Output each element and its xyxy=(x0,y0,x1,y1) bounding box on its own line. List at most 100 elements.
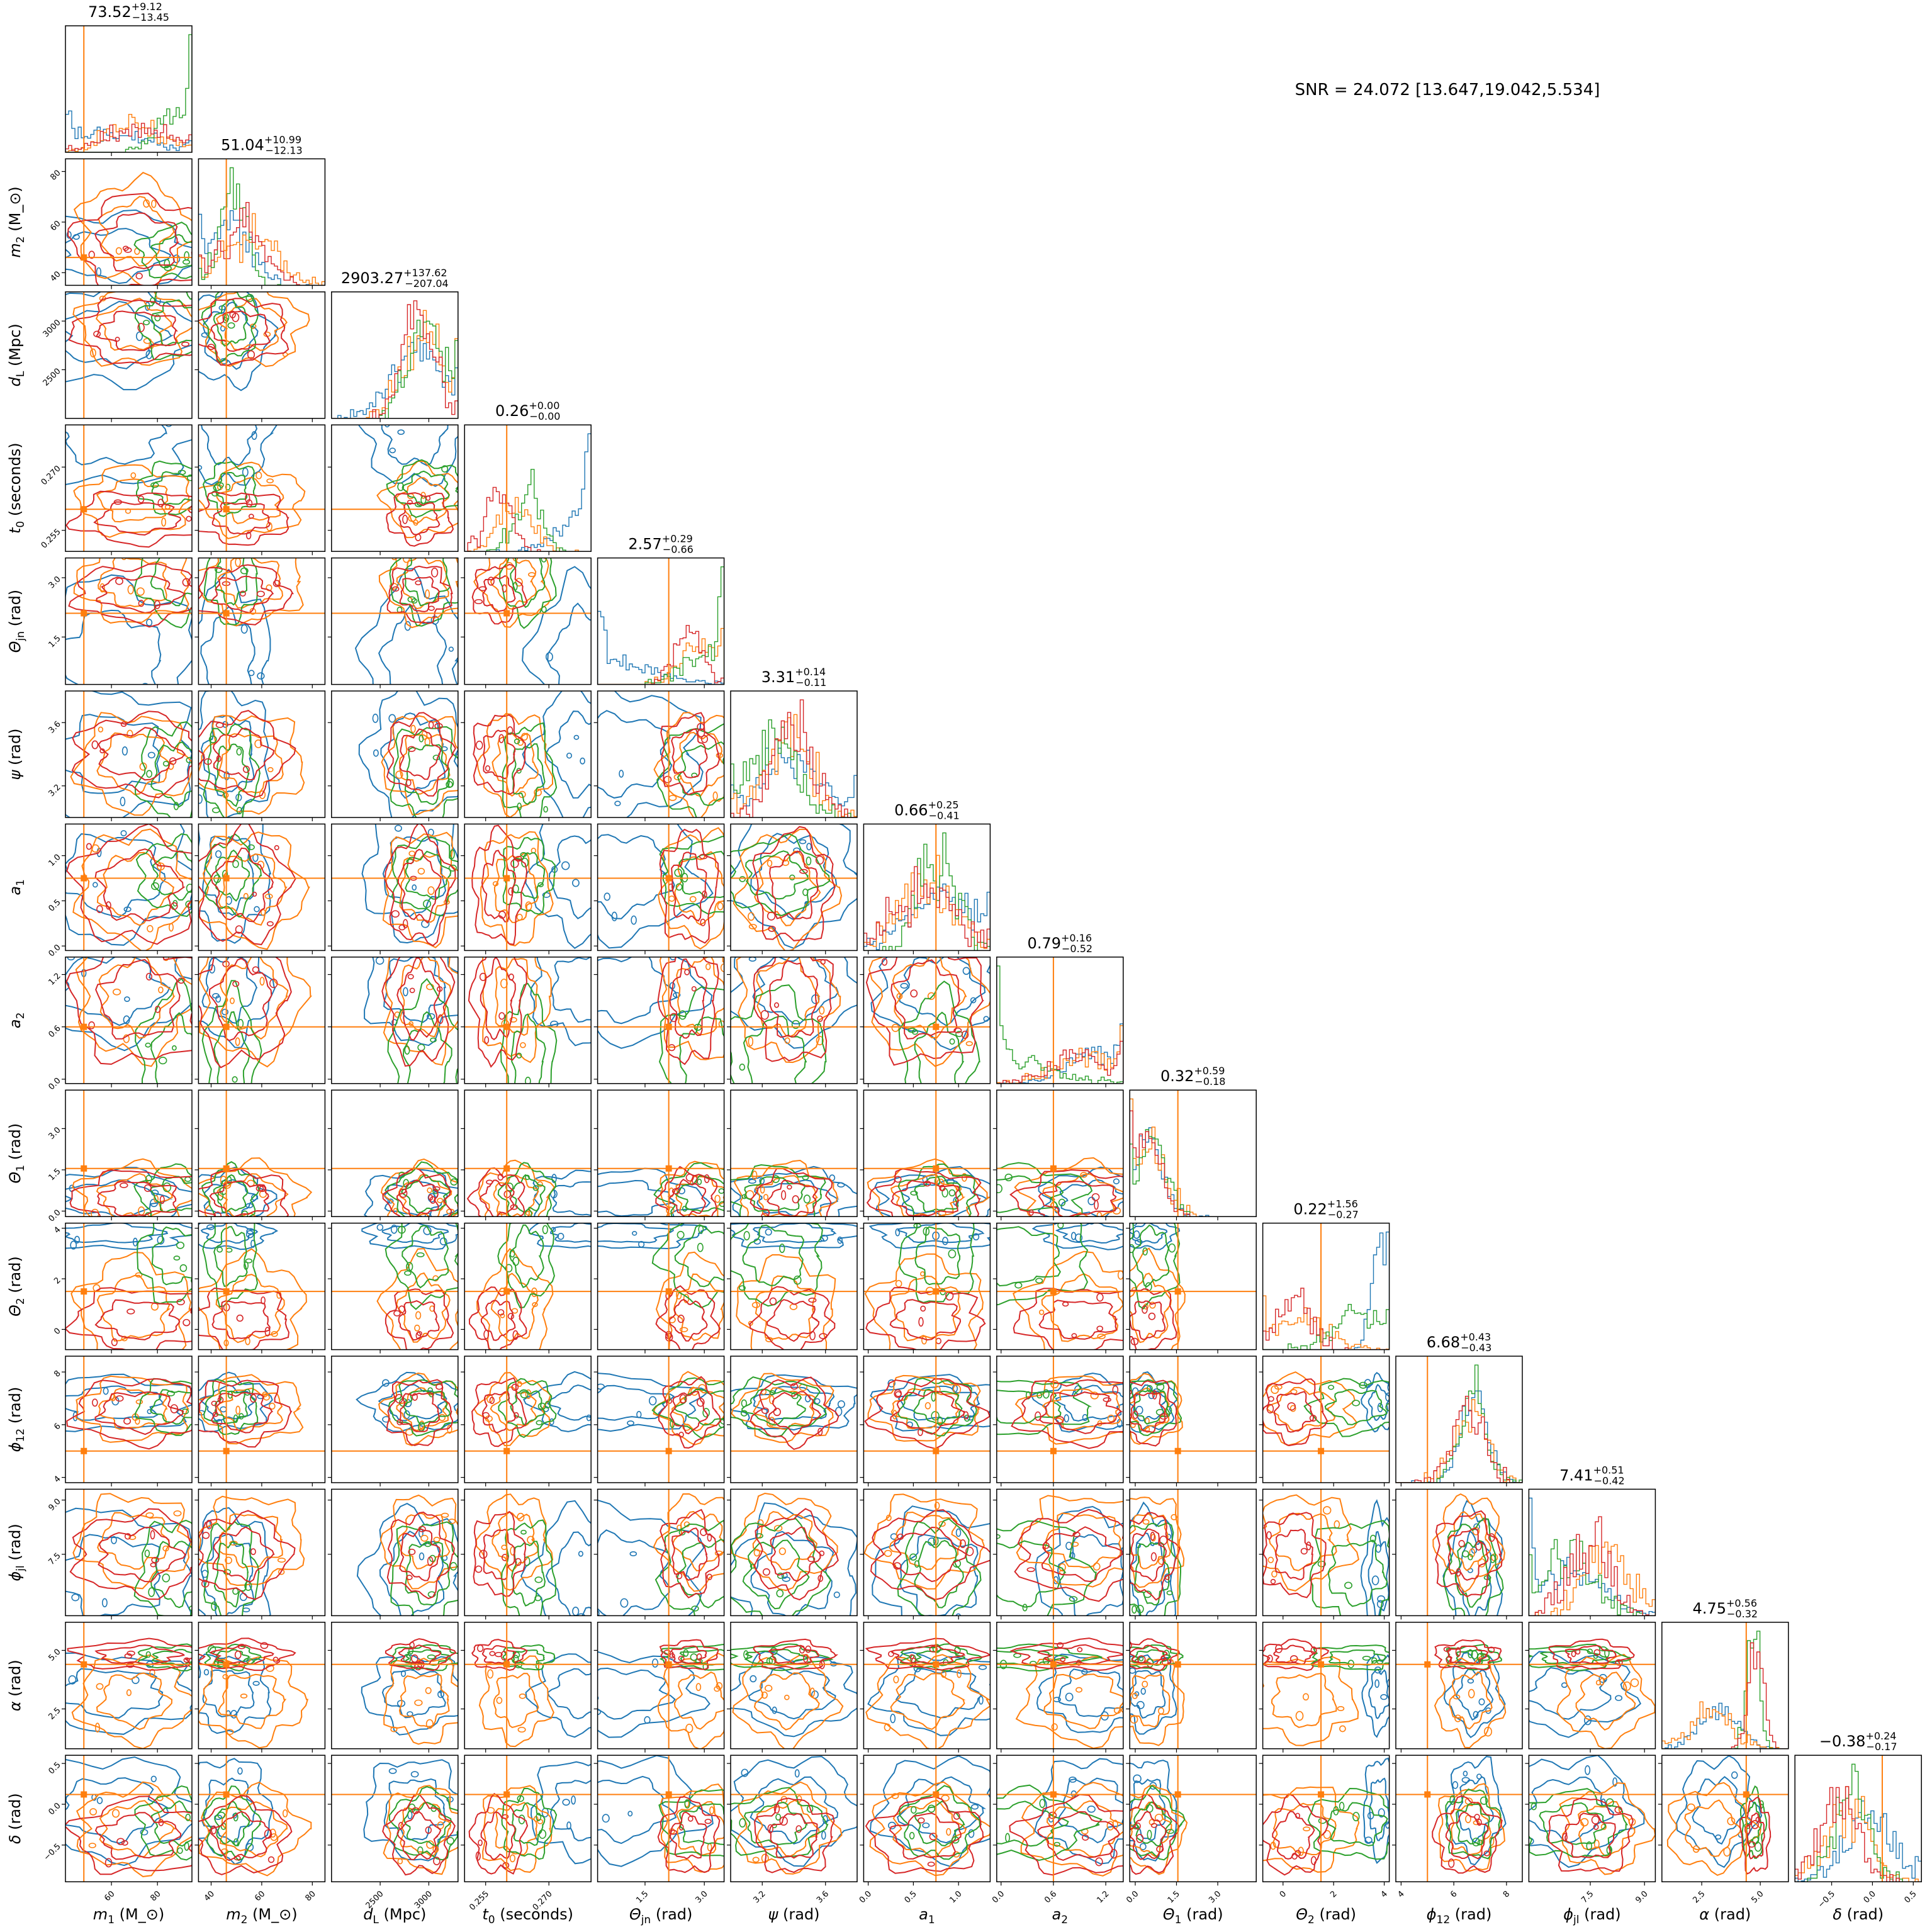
contour-series-3-level-1 xyxy=(198,957,292,1069)
contour-panel-m2-phijl xyxy=(194,1488,326,1620)
contour-island xyxy=(515,1558,522,1566)
contour-island xyxy=(142,683,149,685)
contour-island xyxy=(428,605,435,611)
contour-island xyxy=(1489,1836,1495,1846)
contour-island xyxy=(176,1241,185,1249)
truth-marker xyxy=(503,1165,510,1172)
contour-island xyxy=(1378,1808,1385,1818)
contour-island xyxy=(416,1252,425,1257)
contour-series-1-level-0 xyxy=(1045,1800,1123,1858)
contour-series-1-level-1 xyxy=(736,957,841,1064)
contour-island xyxy=(707,1533,712,1542)
contour-series-2-level-0 xyxy=(677,1539,724,1609)
x-tick-label: 5.0 xyxy=(1749,1889,1765,1905)
contour-island xyxy=(604,1698,607,1703)
contour-series-0-level-1 xyxy=(1030,1373,1123,1433)
contour-island xyxy=(1585,1765,1591,1775)
contour-island xyxy=(651,1658,659,1668)
contour-island xyxy=(282,1809,288,1817)
contour-island xyxy=(573,734,580,740)
contour-island xyxy=(248,514,254,519)
contour-series-0-level-1 xyxy=(1676,1755,1763,1868)
contour-island xyxy=(164,265,172,271)
contour-panel-thetajn-delta: 1.5 3.0 xyxy=(593,1755,725,1905)
contour-island xyxy=(409,987,415,994)
contour-island xyxy=(972,1233,980,1241)
contour-island xyxy=(739,1064,746,1071)
contour-island xyxy=(1289,1655,1298,1663)
contour-island xyxy=(254,906,260,913)
contour-island xyxy=(798,1099,802,1104)
contour-island xyxy=(532,1185,539,1191)
contour-series-2-level-1 xyxy=(133,1163,192,1217)
contour-series-2-level-0 xyxy=(150,299,192,347)
contour-series-0-level-0 xyxy=(597,957,678,1025)
contour-series-0-level-1 xyxy=(364,957,458,1047)
contour-series-2-level-1 xyxy=(137,1223,192,1305)
contour-series-3-level-0 xyxy=(889,1299,962,1341)
contour-series-1-level-1 xyxy=(476,1247,554,1350)
contour-series-1-level-0 xyxy=(1042,1173,1123,1217)
contour-series-1-level-1 xyxy=(198,1374,304,1445)
contour-island xyxy=(1069,1596,1078,1602)
contour-island xyxy=(893,1675,899,1683)
panel-frame xyxy=(65,1222,193,1351)
contour-island xyxy=(1385,1392,1390,1402)
contour-island xyxy=(1157,1707,1165,1715)
contour-island xyxy=(138,600,145,607)
hist-series-1 xyxy=(1795,1786,1922,1882)
contour-island xyxy=(1025,1391,1031,1400)
contour-island xyxy=(183,1657,190,1663)
panel-frame xyxy=(65,424,193,552)
contour-island xyxy=(277,1558,286,1563)
contour-island xyxy=(516,768,522,774)
contour-series-3-level-0 xyxy=(1130,1300,1166,1340)
marginal-title-t0: 0.26+0.00 −0.00 xyxy=(495,400,561,422)
contour-island xyxy=(1446,1656,1452,1664)
contour-series-3-level-0 xyxy=(481,1391,517,1434)
contour-island xyxy=(514,738,520,744)
contour-island xyxy=(1123,1198,1129,1203)
panel-frame xyxy=(863,1356,991,1483)
y-axis-label-thetajn: Θjn (rad) xyxy=(6,590,27,653)
x-axis-label-theta1: Θ1 (rad) xyxy=(1163,1906,1223,1926)
contour-island xyxy=(391,586,400,592)
contour-island xyxy=(620,1709,624,1716)
contour-series-3-level-0 xyxy=(209,1180,270,1217)
contour-island xyxy=(1484,1726,1492,1737)
contour-series-2-level-1 xyxy=(1130,1644,1184,1671)
truth-marker xyxy=(223,1661,230,1668)
contour-series-1-level-1 xyxy=(72,291,192,367)
contour-island xyxy=(637,1240,645,1248)
contour-island xyxy=(1266,1403,1274,1414)
contour-series-2-level-0 xyxy=(213,1011,250,1084)
contour-island xyxy=(143,199,150,208)
contour-island xyxy=(1053,1841,1060,1847)
contour-series-1-level-0 xyxy=(399,957,452,1038)
contour-island xyxy=(407,1711,413,1717)
contour-island xyxy=(115,247,122,255)
contour-series-0-level-1 xyxy=(597,824,714,949)
contour-series-3-level-0 xyxy=(1745,1812,1765,1860)
contour-island xyxy=(1065,1692,1074,1702)
x-axis-label-psi: ψ (rad) xyxy=(768,1906,819,1923)
hist-series-1 xyxy=(1661,1701,1789,1749)
contour-series-0-level-0 xyxy=(597,1667,676,1720)
contour-series-2-level-1 xyxy=(388,1786,458,1861)
contour-series-0-level-0 xyxy=(750,833,838,921)
contour-series-3-level-1 xyxy=(864,1378,991,1449)
x-axis-label-a1: a1 xyxy=(919,1906,935,1926)
contour-series-2-level-0 xyxy=(1324,1389,1388,1425)
contour-island xyxy=(702,1408,710,1418)
contour-series-3-level-1 xyxy=(65,490,192,548)
contour-island xyxy=(148,1587,155,1597)
contour-series-2-level-0 xyxy=(743,1015,807,1084)
contour-series-3-level-1 xyxy=(1432,1795,1503,1874)
contour-series-1-level-1 xyxy=(198,1248,307,1350)
contour-island xyxy=(911,1029,919,1035)
panel-frame xyxy=(198,1622,326,1749)
contour-island xyxy=(1267,1654,1273,1663)
panel-frame xyxy=(597,1222,725,1351)
contour-island xyxy=(206,1520,213,1530)
contour-series-0-level-1 xyxy=(597,957,713,1049)
